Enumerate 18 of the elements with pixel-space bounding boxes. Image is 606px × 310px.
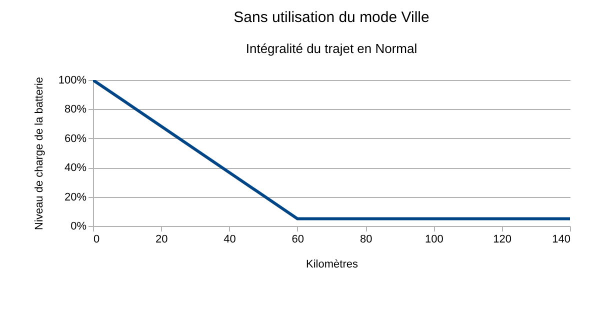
y-tick-label: 0%	[70, 220, 87, 232]
y-tick-label: 100%	[58, 74, 87, 86]
x-tick-label: 20	[156, 234, 168, 246]
y-tick-label: 60%	[64, 132, 87, 145]
y-tick-label: 40%	[64, 162, 87, 174]
chart-title: Sans utilisation du mode Ville	[234, 9, 430, 26]
chart-subtitle: Intégralité du trajet en Normal	[246, 41, 418, 56]
x-tick-label: 40	[224, 234, 236, 246]
y-tick-label: 80%	[64, 104, 87, 116]
x-axis-title: Kilomètres	[306, 258, 358, 270]
x-tick-label: 80	[360, 234, 372, 246]
x-tick-label: 140	[552, 234, 570, 246]
y-tick-label: 20%	[64, 191, 87, 204]
x-tick-label: 100	[425, 234, 444, 246]
x-tick-label: 60	[292, 234, 304, 246]
x-tick-label: 120	[493, 234, 512, 246]
x-tick-label: 0	[94, 234, 100, 246]
y-axis-title: Niveau de charge de la batterie	[33, 77, 46, 230]
